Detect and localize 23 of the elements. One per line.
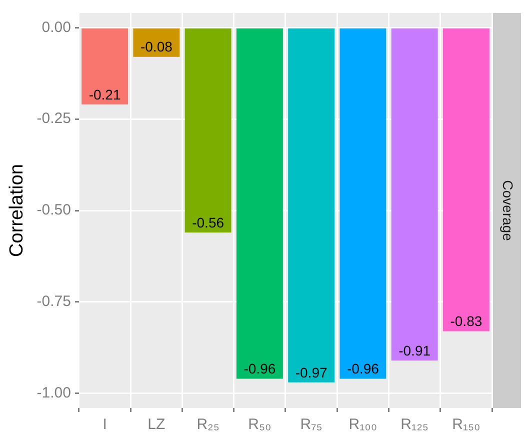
data-label: -0.21 [88, 86, 121, 102]
x-tick-label: LZ [148, 416, 166, 434]
data-label: -0.83 [450, 313, 482, 330]
x-tick-label: R₂₅ [196, 416, 220, 434]
data-label: -0.96 [244, 360, 276, 377]
x-tick-label: R₁₂₅ [400, 416, 428, 434]
x-tick-label: I [102, 416, 107, 434]
x-tick-label: R₁₀₀ [348, 416, 378, 434]
y-tick-label: -0.75 [36, 293, 71, 310]
data-label: -0.96 [346, 360, 380, 377]
y-tick-label: -0.50 [36, 202, 71, 219]
y-axis-title: Correlation [6, 164, 28, 257]
data-label: -0.08 [140, 38, 173, 55]
x-tick-label: R₁₅₀ [452, 416, 480, 434]
data-label: -0.97 [295, 364, 328, 380]
y-tick-label: -0.25 [36, 110, 71, 128]
data-label: -0.56 [192, 214, 224, 230]
data-label: -0.91 [398, 342, 431, 358]
y-tick-label: 0.00 [42, 18, 71, 36]
y-tick-label: -1.00 [36, 384, 71, 402]
x-tick-label: R₇₅ [300, 416, 322, 434]
text: Coverage [500, 180, 516, 242]
x-tick-label: R₅₀ [248, 416, 272, 434]
